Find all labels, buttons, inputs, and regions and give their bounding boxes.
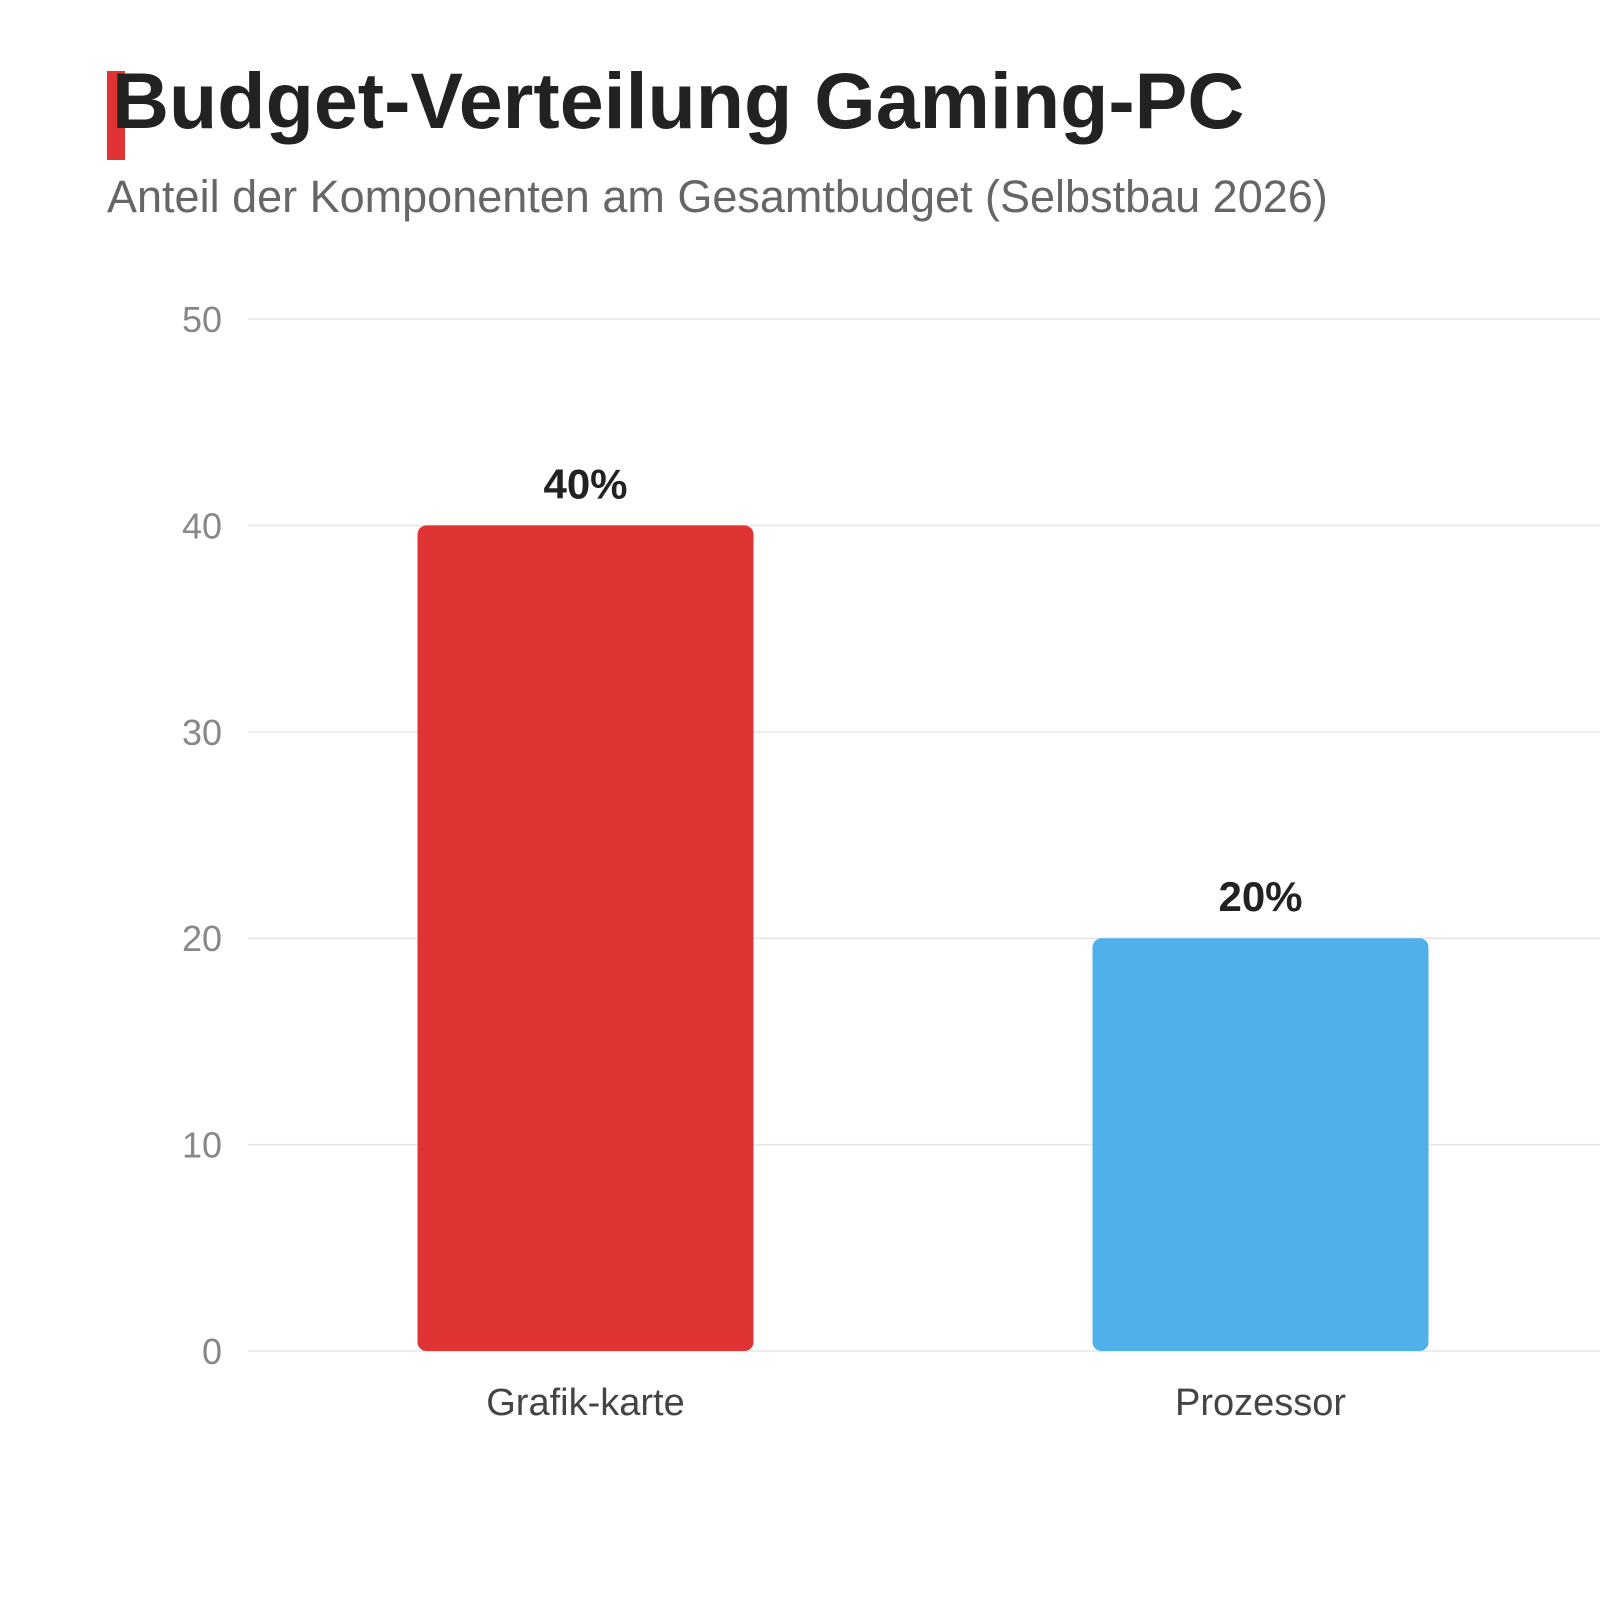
y-axis-ticks: 0 10 20 30 40 50 [182, 299, 222, 1372]
bar-grafik-karte [417, 525, 754, 1351]
y-tick-label: 40 [182, 505, 222, 546]
value-label: 40% [543, 460, 627, 507]
y-tick-label: 30 [182, 712, 222, 753]
bars [417, 525, 1429, 1351]
title-accent-bar [107, 71, 125, 160]
category-label: Grafik-karte [486, 1382, 684, 1424]
x-axis-categories: Grafik-karte Prozessor [486, 1382, 1346, 1424]
y-tick-label: 0 [202, 1331, 222, 1372]
bar-prozessor [1092, 938, 1429, 1351]
chart-title: Budget-Verteilung Gaming-PC [112, 56, 1245, 145]
category-label: Prozessor [1175, 1382, 1346, 1424]
y-tick-label: 20 [182, 918, 222, 959]
y-tick-label: 50 [182, 299, 222, 340]
chart-subtitle: Anteil der Komponenten am Gesamtbudget (… [107, 171, 1328, 222]
value-label: 20% [1218, 873, 1302, 920]
y-tick-label: 10 [182, 1125, 222, 1166]
value-labels: 40% 20% [543, 460, 1302, 920]
